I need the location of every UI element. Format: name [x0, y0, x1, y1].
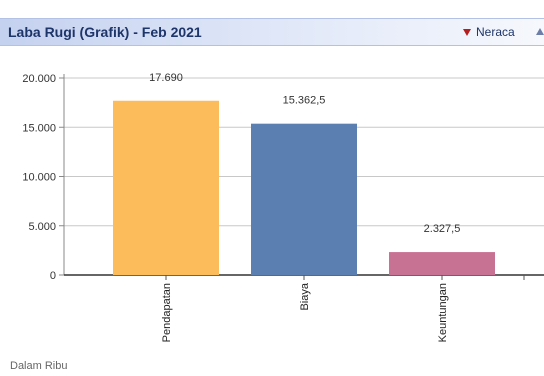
y-tick-label: 0 — [50, 270, 56, 282]
bar-biaya — [251, 123, 357, 275]
y-tick-label: 20.000 — [22, 73, 56, 85]
panel-header: Laba Rugi (Grafik) - Feb 2021 Neraca — [0, 18, 544, 46]
data-label: 2.327,5 — [424, 223, 461, 235]
neraca-link-label: Neraca — [476, 25, 515, 39]
y-tick-label: 10.000 — [22, 172, 56, 184]
x-tick-label: Biaya — [299, 282, 311, 310]
x-tick-label: Keuntungan — [437, 283, 449, 342]
data-label: 17.690 — [149, 72, 183, 84]
unit-footnote: Dalam Ribu — [10, 360, 68, 372]
neraca-link[interactable]: Neraca — [463, 25, 515, 39]
triangle-down-icon — [463, 28, 471, 36]
y-tick-label: 5.000 — [28, 221, 56, 233]
data-label: 15.362,5 — [283, 95, 326, 107]
bar-pendapatan — [113, 100, 219, 275]
triangle-up-icon[interactable] — [536, 28, 544, 35]
panel-title: Laba Rugi (Grafik) - Feb 2021 — [8, 24, 202, 40]
bar-keuntungan — [389, 252, 495, 275]
y-tick-label: 15.000 — [22, 122, 56, 134]
x-tick-label: Pendapatan — [161, 283, 173, 342]
